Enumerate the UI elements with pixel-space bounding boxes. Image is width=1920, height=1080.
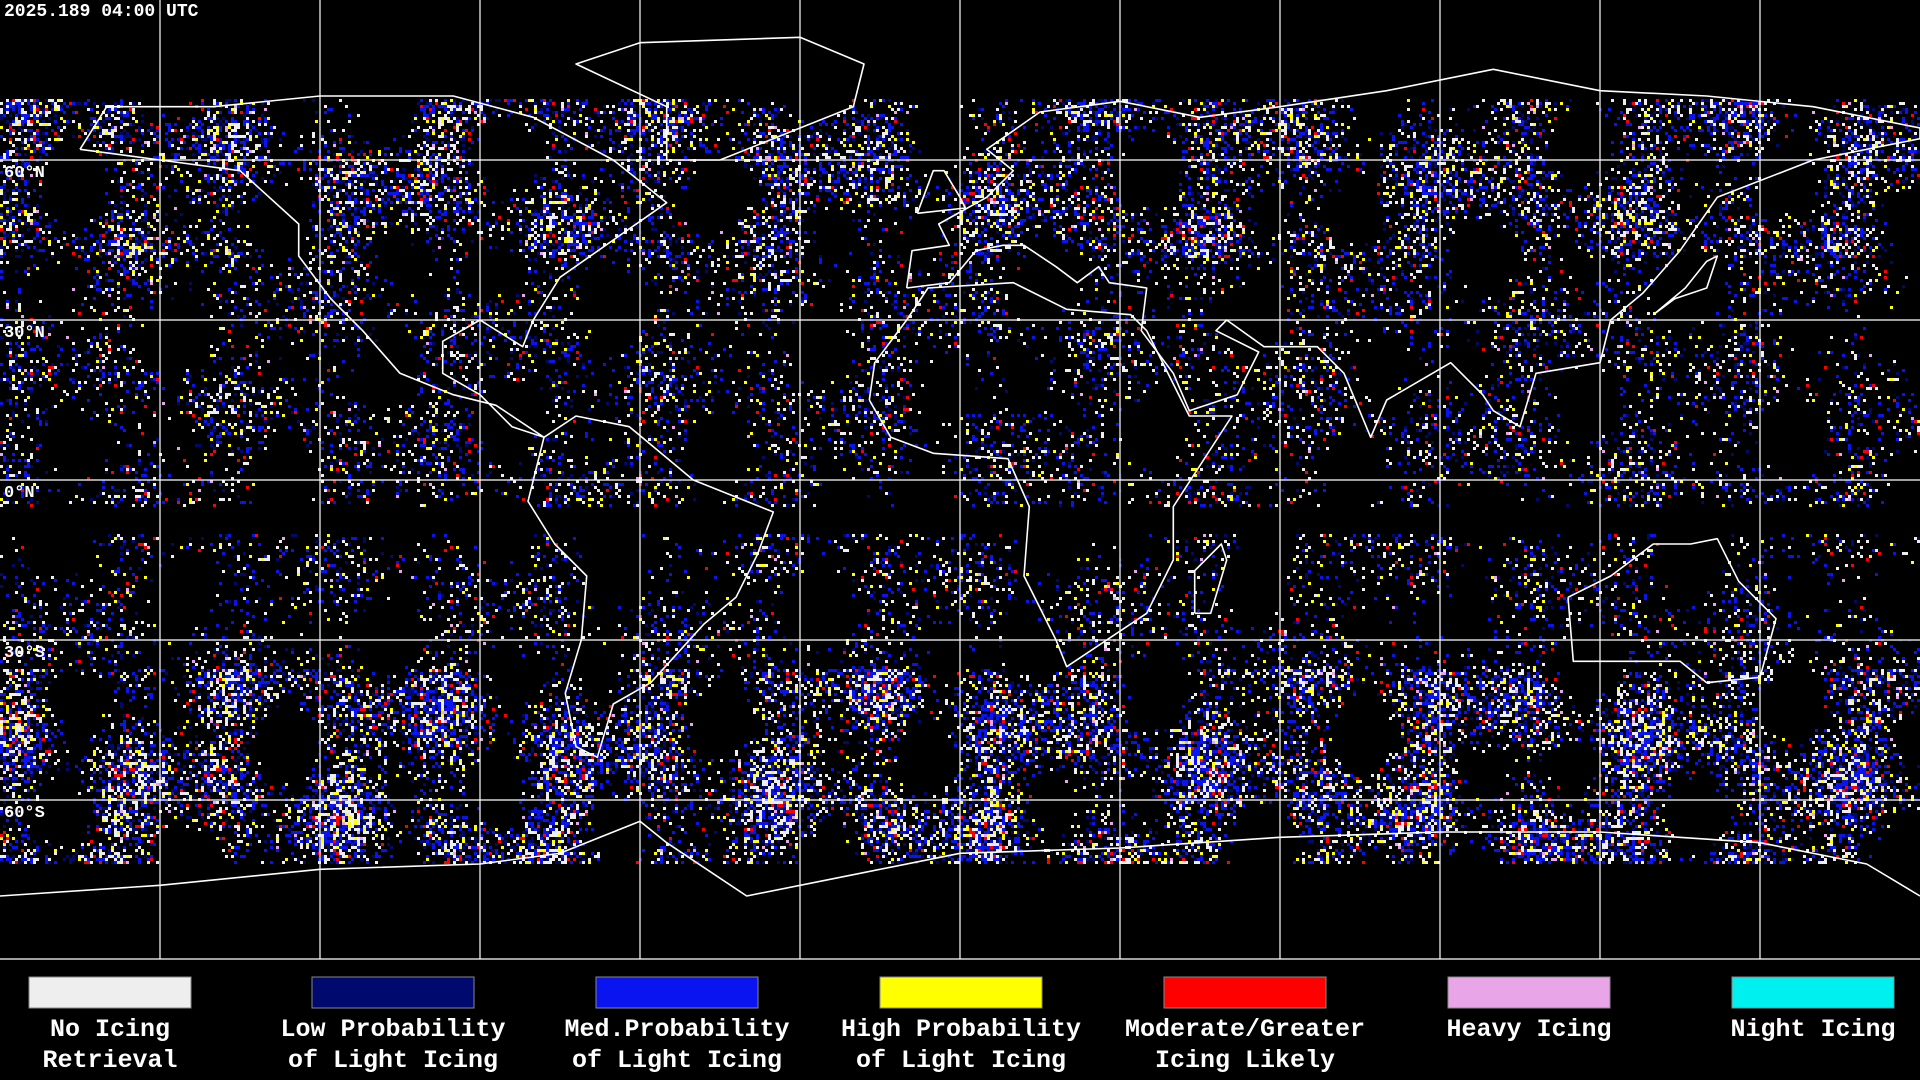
coastline (905, 68, 1920, 439)
legend-label: Med.Probability (564, 1015, 789, 1044)
legend-swatch (1447, 976, 1611, 1009)
graticule (0, 0, 1920, 959)
legend-label: of Light Icing (288, 1046, 498, 1075)
legend-label: of Light Icing (572, 1046, 782, 1075)
legend-label: No Icing (50, 1015, 170, 1044)
legend-label: High Probability (841, 1015, 1081, 1044)
timestamp: 2025.189 04:00 UTC (4, 2, 199, 22)
legend-label: Retrieval (42, 1046, 177, 1075)
legend-swatch (28, 976, 192, 1009)
legend-label: Night Icing (1730, 1015, 1895, 1044)
legend-swatch (1163, 976, 1327, 1009)
legend-label: Moderate/Greater (1125, 1015, 1365, 1044)
coastline (79, 95, 668, 439)
coastline (916, 169, 967, 215)
legend-label: Heavy Icing (1446, 1015, 1611, 1044)
coastline (868, 281, 1233, 668)
lat-label: 30°S (4, 644, 45, 663)
lat-label: 60°S (4, 804, 45, 823)
coastline (0, 820, 1920, 897)
lat-labels: 60°N 30°N 0°N 30°S 60°S (4, 164, 45, 823)
lat-label: 0°N (4, 484, 35, 503)
legend-label: Low Probability (280, 1015, 505, 1044)
coastline (1567, 537, 1777, 684)
legend-swatch (879, 976, 1043, 1009)
coastline (527, 415, 775, 759)
legend-swatch (595, 976, 759, 1009)
lat-label: 30°N (4, 324, 45, 343)
legend-label: Icing Likely (1155, 1046, 1335, 1075)
coastline (1652, 255, 1719, 316)
lat-label: 60°N (4, 164, 45, 183)
legend-label: of Light Icing (856, 1046, 1066, 1075)
coastline (1193, 543, 1228, 615)
legend-swatch (311, 976, 475, 1009)
legend-swatch (1731, 976, 1895, 1009)
